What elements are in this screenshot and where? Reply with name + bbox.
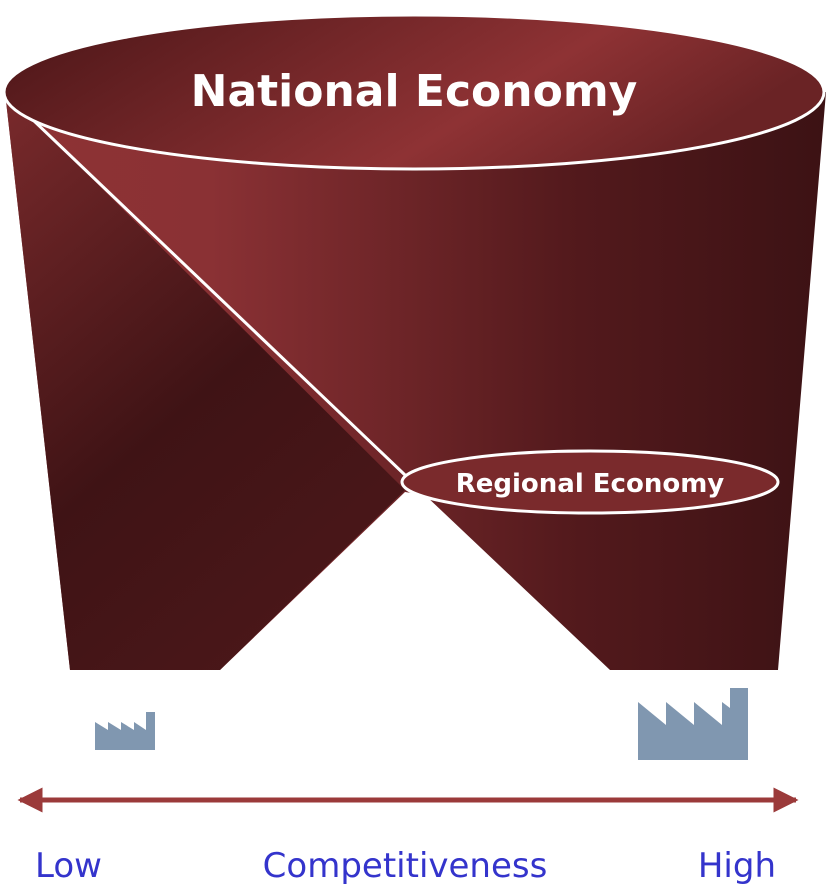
diagram: National Economy Regional Economy Low Co… [0,0,826,887]
funnel: National Economy Regional Economy [4,15,826,670]
axis-label: Competitiveness [263,846,548,886]
regional-label: Regional Economy [456,469,725,499]
axis-low: Low [35,846,102,886]
axis-high: High [698,846,776,886]
factory-small [95,712,155,750]
title: National Economy [191,66,638,117]
factory-large [638,688,748,760]
